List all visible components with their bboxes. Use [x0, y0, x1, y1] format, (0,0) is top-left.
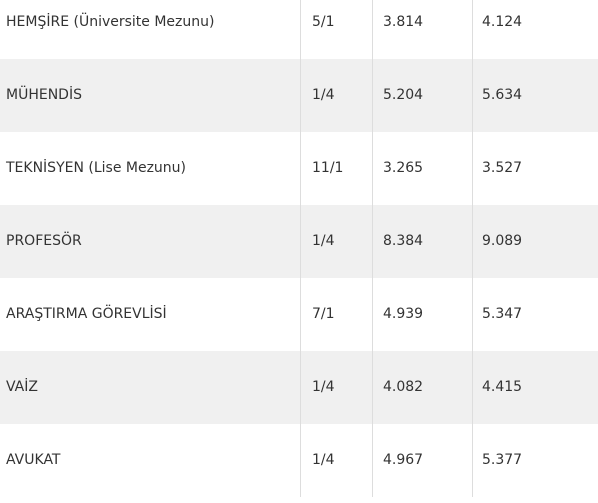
ratio: 5/1	[300, 0, 372, 59]
salary-min: 5.204	[372, 59, 472, 132]
ratio: 1/4	[300, 424, 372, 497]
ratio: 1/4	[300, 205, 372, 278]
salary-max: 5.347	[472, 278, 598, 351]
table-row: VAİZ 1/4 4.082 4.415	[0, 351, 598, 424]
salary-max: 9.089	[472, 205, 598, 278]
table-row: ARAŞTIRMA GÖREVLİSİ 7/1 4.939 5.347	[0, 278, 598, 351]
job-title: TEKNİSYEN (Lise Mezunu)	[6, 160, 187, 176]
table-row: AVUKAT 1/4 4.967 5.377	[0, 424, 598, 497]
table-row: TEKNİSYEN (Lise Mezunu) 11/1 3.265 3.527	[0, 132, 598, 205]
salary-max: 4.415	[472, 351, 598, 424]
salary-min: 3.814	[372, 0, 472, 59]
job-title: MÜHENDİS	[6, 87, 82, 103]
table-row: HEMŞİRE (Üniversite Mezunu) 5/1 3.814 4.124	[0, 0, 598, 59]
table-row: PROFESÖR 1/4 8.384 9.089	[0, 205, 598, 278]
salary-max: 5.634	[472, 59, 598, 132]
ratio: 11/1	[300, 132, 372, 205]
job-title: HEMŞİRE (Üniversite Mezunu)	[6, 14, 215, 30]
salary-min: 4.939	[372, 278, 472, 351]
job-title: ARAŞTIRMA GÖREVLİSİ	[6, 306, 167, 322]
salary-min: 4.082	[372, 351, 472, 424]
salary-min: 3.265	[372, 132, 472, 205]
job-title: PROFESÖR	[6, 233, 82, 249]
job-title: VAİZ	[6, 379, 38, 395]
ratio: 7/1	[300, 278, 372, 351]
salary-min: 8.384	[372, 205, 472, 278]
salary-max: 5.377	[472, 424, 598, 497]
table-row: MÜHENDİS 1/4 5.204 5.634	[0, 59, 598, 132]
ratio: 1/4	[300, 59, 372, 132]
job-title: AVUKAT	[6, 452, 61, 468]
salary-max: 3.527	[472, 132, 598, 205]
salary-max: 4.124	[472, 0, 598, 59]
ratio: 1/4	[300, 351, 372, 424]
salary-min: 4.967	[372, 424, 472, 497]
